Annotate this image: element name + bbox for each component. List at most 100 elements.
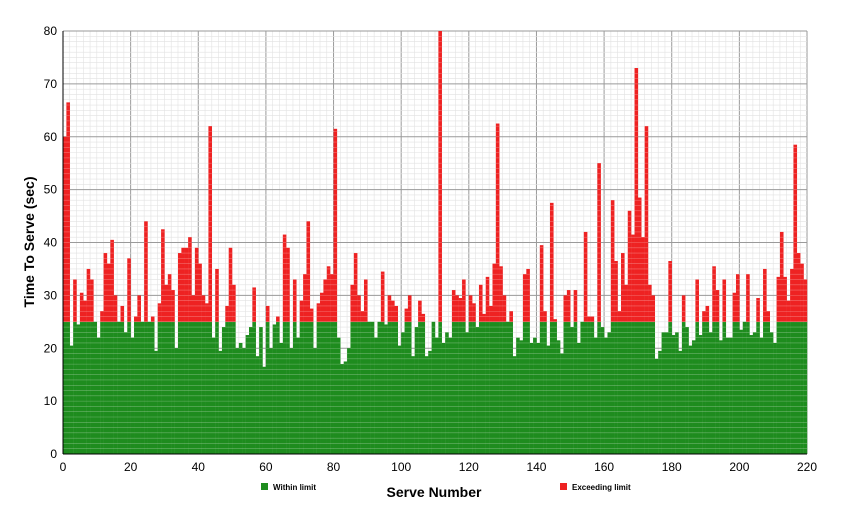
- bar-within: [397, 345, 402, 454]
- bar-within: [357, 321, 361, 454]
- bar-within: [134, 321, 138, 454]
- bar-within: [779, 321, 784, 454]
- bar-within: [414, 327, 419, 454]
- bar-within: [106, 321, 111, 454]
- bar-within: [468, 321, 473, 454]
- bar-exceeding: [763, 268, 767, 322]
- bar-within: [458, 321, 463, 454]
- bar-exceeding: [526, 268, 530, 322]
- bar-within: [621, 321, 625, 454]
- bar-exceeding: [194, 247, 199, 322]
- bar-within: [198, 321, 202, 454]
- bar-exceeding: [746, 274, 750, 322]
- bar-exceeding: [407, 295, 412, 322]
- bar-within: [560, 353, 564, 454]
- bar-within: [516, 337, 520, 454]
- bar-within: [404, 321, 409, 454]
- bar-within: [658, 350, 662, 454]
- bar-within: [245, 335, 250, 454]
- bar-exceeding: [617, 311, 622, 322]
- x-tick-label: 220: [797, 460, 817, 474]
- bar-within: [506, 321, 510, 454]
- bar-exceeding: [695, 279, 699, 322]
- bar-within: [793, 321, 798, 454]
- bar-exceeding: [438, 31, 442, 322]
- bar-within: [140, 321, 145, 454]
- bar-within: [600, 327, 605, 454]
- bar-within: [587, 321, 591, 454]
- bar-within: [563, 321, 568, 454]
- bar-within: [783, 321, 787, 454]
- bar-within: [323, 321, 327, 454]
- bar-exceeding: [796, 253, 801, 322]
- bar-within: [543, 321, 547, 454]
- bar-exceeding: [610, 200, 615, 322]
- bar-within: [769, 332, 774, 454]
- bar-exceeding: [292, 279, 297, 322]
- bar-within: [120, 321, 125, 454]
- bar-within: [465, 332, 470, 454]
- bar-exceeding: [333, 128, 338, 322]
- bar-exceeding: [113, 295, 118, 322]
- bar-within: [177, 321, 182, 454]
- bar-within: [154, 350, 158, 454]
- bar-within: [181, 321, 185, 454]
- bar-within: [678, 350, 683, 454]
- bar-exceeding: [715, 290, 720, 322]
- bar-within: [150, 321, 155, 454]
- bar-within: [188, 321, 192, 454]
- bar-within: [411, 356, 415, 454]
- bar-within: [607, 332, 612, 454]
- bar-exceeding: [191, 295, 196, 322]
- bar-exceeding: [756, 298, 760, 322]
- bar-within: [732, 321, 737, 454]
- bar-exceeding: [641, 237, 645, 322]
- bar-within: [614, 321, 618, 454]
- x-tick-label: 180: [662, 460, 682, 474]
- bar-within: [330, 321, 334, 454]
- bar-within: [695, 321, 699, 454]
- bar-exceeding: [276, 316, 280, 322]
- bar-within: [570, 327, 574, 454]
- bar-within: [539, 321, 544, 454]
- bar-within: [692, 340, 696, 454]
- bar-exceeding: [418, 300, 422, 322]
- bar-within: [238, 342, 243, 454]
- bar-exceeding: [161, 229, 165, 322]
- bar-within: [117, 321, 121, 454]
- legend-swatch-within: [261, 483, 268, 490]
- bar-within: [90, 321, 94, 454]
- bar-within: [384, 324, 388, 454]
- bar-within: [435, 337, 439, 454]
- x-tick-label: 160: [594, 460, 614, 474]
- bar-exceeding: [353, 253, 358, 322]
- bar-within: [752, 332, 757, 454]
- bar-exceeding: [485, 276, 490, 322]
- bar-within: [343, 361, 348, 454]
- bar-exceeding: [110, 239, 114, 322]
- x-axis-title: Serve Number: [387, 484, 482, 500]
- bar-within: [272, 324, 277, 454]
- bar-within: [478, 321, 483, 454]
- bar-within: [269, 348, 273, 454]
- bar-exceeding: [779, 231, 784, 322]
- bar-within: [360, 321, 365, 454]
- bar-exceeding: [171, 290, 175, 322]
- bar-exceeding: [90, 279, 94, 322]
- bar-within: [790, 321, 794, 454]
- y-tick-label: 70: [44, 77, 58, 91]
- bar-within: [556, 340, 561, 454]
- bar-within: [326, 321, 331, 454]
- bar-within: [208, 321, 212, 454]
- bar-exceeding: [451, 290, 456, 322]
- legend-label-exceeding: Exceeding limit: [572, 483, 631, 492]
- bar-within: [746, 321, 750, 454]
- bar-within: [347, 348, 351, 454]
- x-tick-label: 60: [259, 460, 273, 474]
- legend-label-within: Within limit: [273, 483, 316, 492]
- bar-exceeding: [563, 295, 568, 322]
- bar-within: [69, 345, 74, 454]
- bar-exceeding: [73, 279, 77, 322]
- bar-within: [763, 321, 767, 454]
- bar-within: [391, 321, 395, 454]
